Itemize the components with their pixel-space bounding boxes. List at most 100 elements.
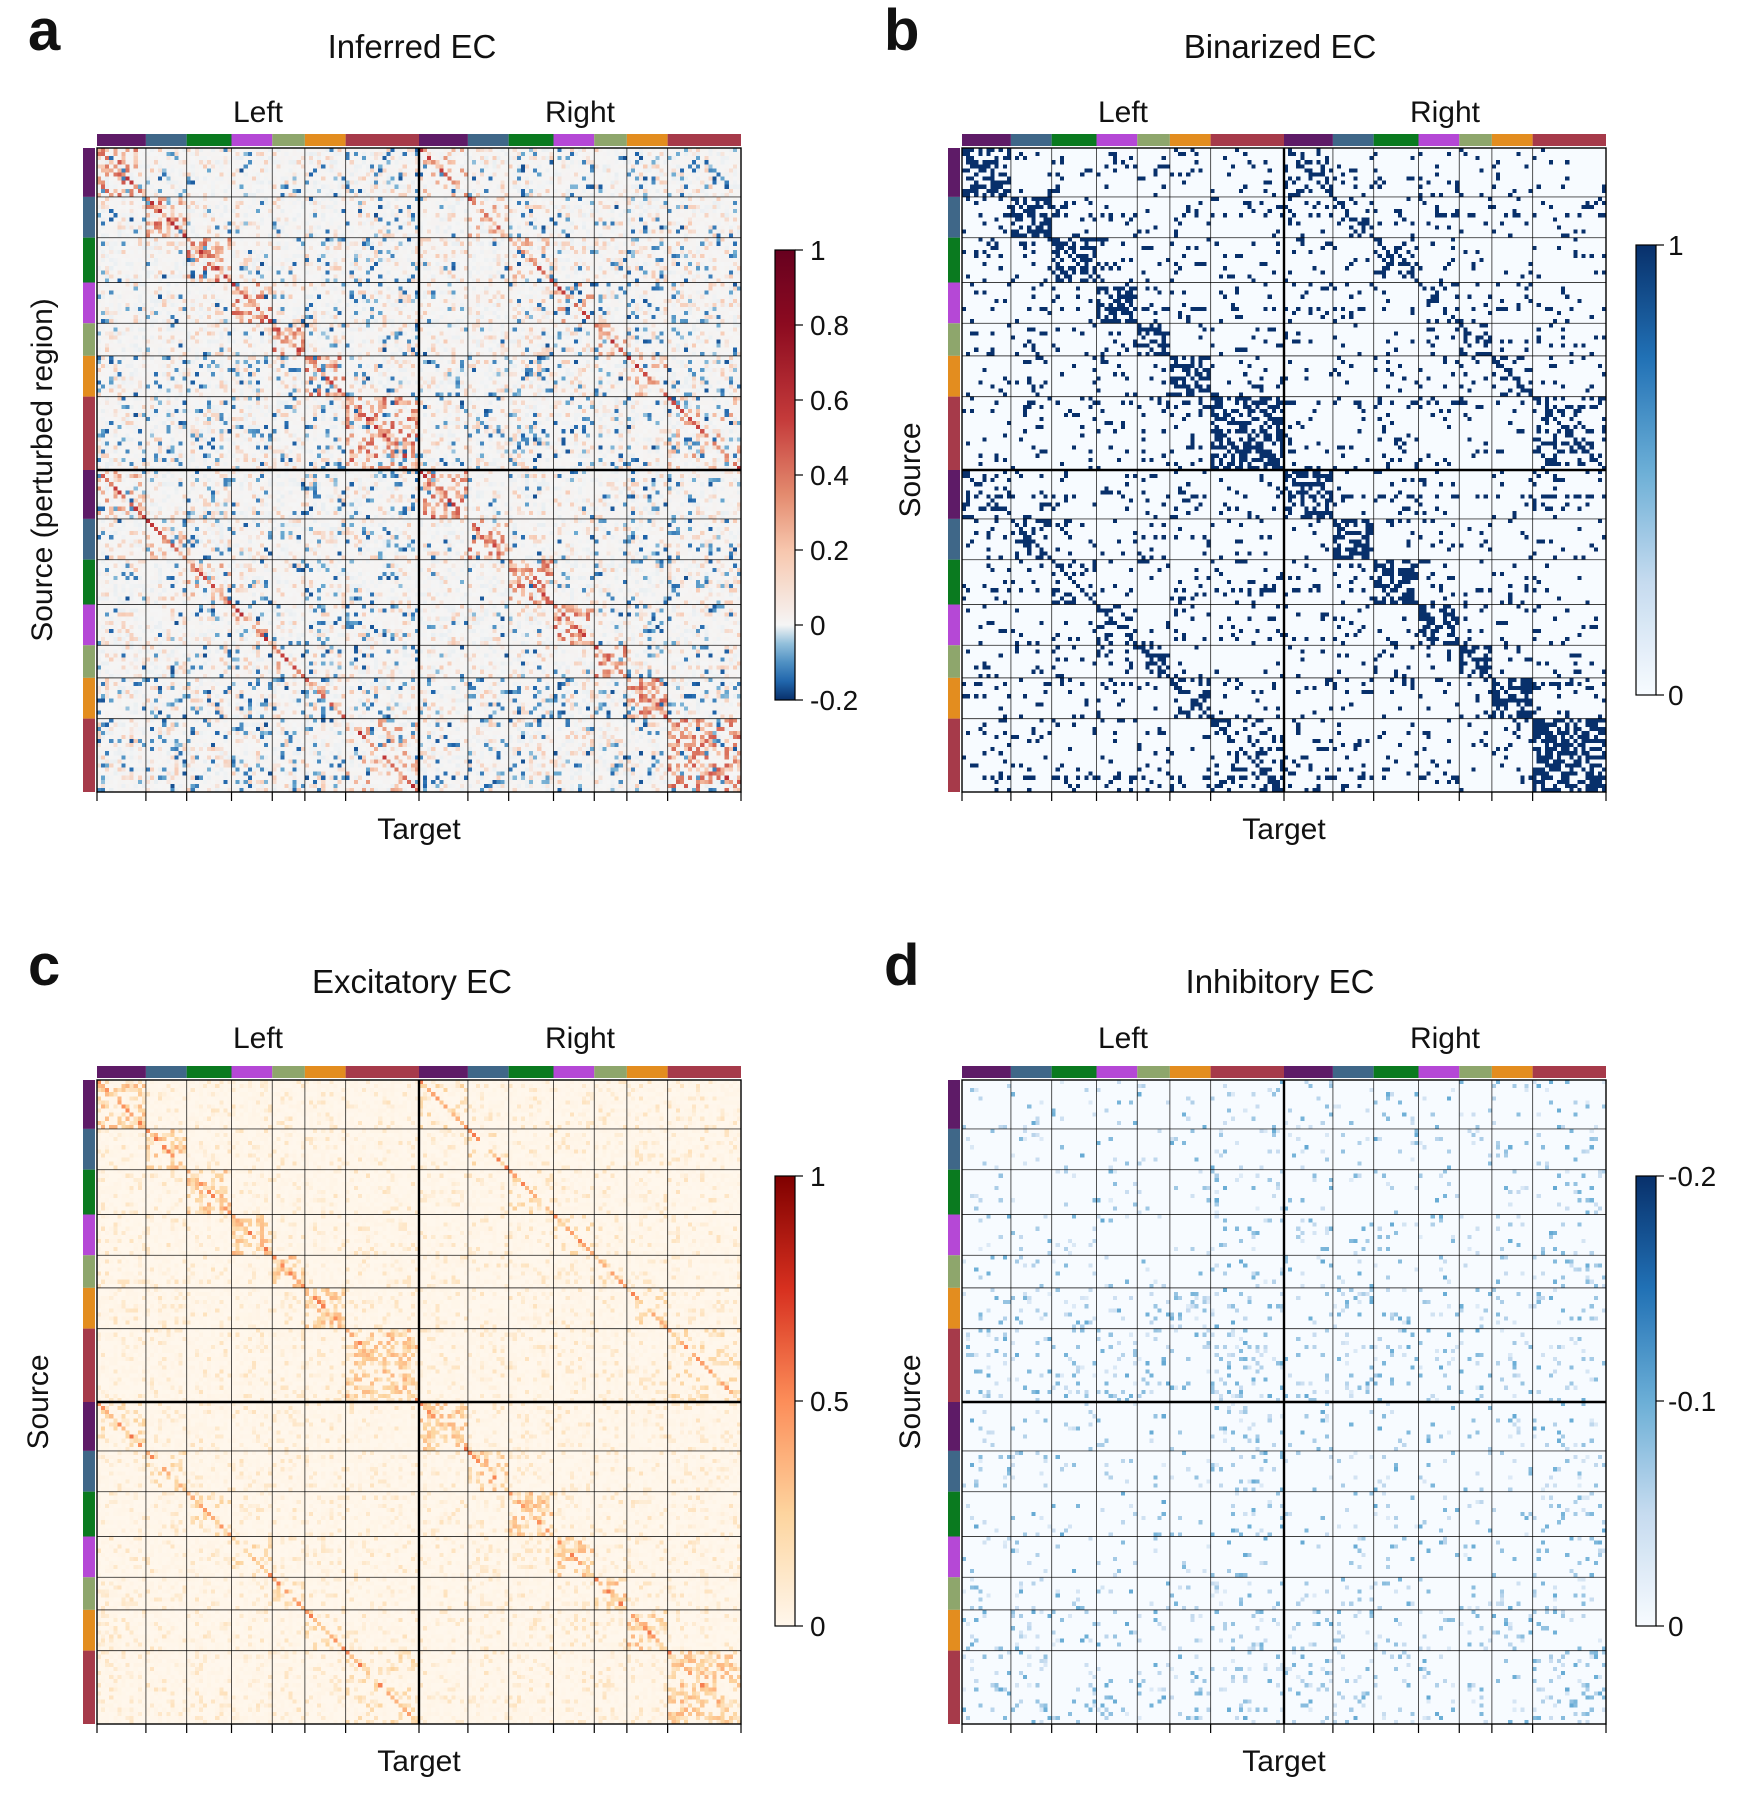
x-axis-label: Target — [1242, 1745, 1326, 1778]
region-color-top — [345, 134, 419, 146]
region-color-top — [1169, 134, 1211, 146]
region-color-top — [1010, 134, 1052, 146]
region-color-top — [667, 134, 741, 146]
region-color-left — [948, 1536, 960, 1578]
x-axis-label: Target — [377, 1745, 461, 1778]
region-color-left — [83, 1328, 95, 1402]
region-color-left — [83, 1255, 95, 1288]
region-color-left — [83, 396, 95, 470]
region-color-top — [1051, 1066, 1097, 1078]
region-color-left — [948, 1214, 960, 1256]
region-color-top — [1532, 134, 1606, 146]
region-color-top — [1332, 1066, 1374, 1078]
region-color-top — [186, 134, 232, 146]
colorbar-tick-label: 0.5 — [810, 1386, 849, 1417]
group-label-left: Left — [1098, 1022, 1149, 1055]
region-color-top — [1491, 134, 1533, 146]
colorbar-tick-label: 1 — [1668, 230, 1684, 261]
panel-binarized-ec: b Binarized EC Left Right Target Source 0 1 — [884, 0, 1684, 846]
region-color-top — [345, 1066, 419, 1078]
region-color-left — [83, 1287, 95, 1329]
region-color-top — [186, 1066, 232, 1078]
region-color-left — [948, 396, 960, 470]
region-color-left — [948, 1450, 960, 1492]
region-color-top — [1010, 1066, 1052, 1078]
region-color-top — [97, 134, 146, 146]
region-color-top — [1284, 134, 1333, 146]
region-color-left — [948, 1169, 960, 1215]
y-axis-label: Source — [894, 422, 927, 517]
region-color-top — [467, 134, 509, 146]
region-color-left — [948, 677, 960, 719]
region-color-left — [83, 677, 95, 719]
region-color-left — [948, 355, 960, 397]
region-color-top — [1418, 1066, 1460, 1078]
colorbar-tick-label: -0.2 — [810, 685, 858, 716]
group-label-right: Right — [1410, 1022, 1481, 1055]
region-color-left — [83, 1080, 95, 1129]
region-color-top — [304, 134, 346, 146]
region-color-top — [1532, 1066, 1606, 1078]
region-color-top — [419, 134, 468, 146]
region-color-left — [948, 148, 960, 197]
region-color-top — [1210, 134, 1284, 146]
colorbar-tick-label: 1 — [810, 1161, 826, 1192]
region-color-left — [948, 604, 960, 646]
region-color-left — [83, 470, 95, 519]
region-color-left — [83, 718, 95, 792]
region-color-top — [626, 1066, 668, 1078]
colorbar-tick-label: 1 — [810, 235, 826, 266]
region-color-top — [1051, 134, 1097, 146]
region-color-top — [1418, 134, 1460, 146]
region-color-top — [1284, 1066, 1333, 1078]
region-color-left — [83, 559, 95, 605]
region-color-top — [1332, 134, 1374, 146]
region-color-left — [948, 1080, 960, 1129]
colorbar — [774, 1175, 796, 1627]
group-label-left: Left — [233, 1022, 284, 1055]
chart-title: Inferred EC — [328, 28, 497, 65]
y-axis-label: Source — [894, 1354, 927, 1449]
region-color-left — [83, 1214, 95, 1256]
region-color-top — [1459, 134, 1492, 146]
group-label-left: Left — [233, 96, 284, 129]
group-label-left: Left — [1098, 96, 1149, 129]
colorbar-tick-label: 0.2 — [810, 535, 849, 566]
region-color-top — [1459, 1066, 1492, 1078]
region-color-top — [962, 1066, 1011, 1078]
region-color-left — [948, 518, 960, 560]
region-color-top — [231, 1066, 273, 1078]
region-color-top — [1137, 1066, 1170, 1078]
region-color-top — [145, 134, 187, 146]
region-color-left — [83, 1536, 95, 1578]
region-color-left — [83, 1128, 95, 1170]
x-axis-label: Target — [1242, 813, 1326, 846]
colorbar-tick-label: 0 — [810, 1611, 826, 1642]
y-axis-label: Source — [22, 1354, 55, 1449]
region-color-top — [1210, 1066, 1284, 1078]
region-color-left — [83, 148, 95, 197]
region-color-top — [419, 1066, 468, 1078]
region-color-left — [83, 645, 95, 678]
chart-title: Inhibitory EC — [1186, 963, 1375, 1000]
group-label-right: Right — [545, 1022, 616, 1055]
y-axis-label: Source (perturbed region) — [26, 298, 59, 642]
region-color-left — [83, 1609, 95, 1651]
x-axis-label: Target — [377, 813, 461, 846]
region-color-top — [1373, 1066, 1419, 1078]
region-color-top — [1373, 134, 1419, 146]
region-color-top — [97, 1066, 146, 1078]
region-color-top — [1169, 1066, 1211, 1078]
region-color-top — [508, 1066, 554, 1078]
colorbar — [1635, 244, 1657, 696]
region-color-left — [83, 604, 95, 646]
region-color-left — [83, 1577, 95, 1610]
panel-letter: b — [884, 0, 919, 63]
region-color-left — [948, 645, 960, 678]
region-color-left — [948, 1255, 960, 1288]
region-color-left — [948, 559, 960, 605]
panel-letter: d — [884, 933, 919, 998]
region-color-left — [83, 237, 95, 283]
region-color-left — [948, 196, 960, 238]
